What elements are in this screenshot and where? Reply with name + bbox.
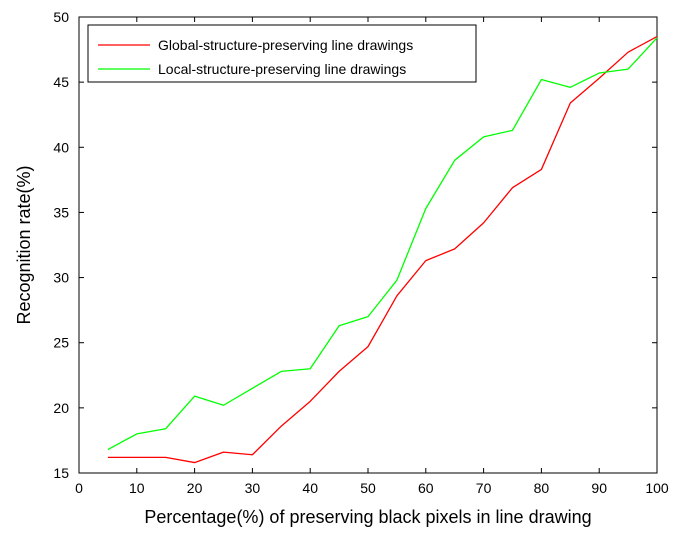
y-tick-label: 35	[53, 204, 69, 220]
x-tick-label: 30	[245, 480, 261, 496]
y-tick-label: 20	[53, 400, 69, 416]
y-tick-label: 15	[53, 465, 69, 481]
x-tick-label: 70	[476, 480, 492, 496]
y-tick-label: 40	[53, 139, 69, 155]
y-tick-label: 45	[53, 74, 69, 90]
ticks-layer: 0 10 20 30 40 50 60 70 80 90 100 15 20 25 30 35 40 45 50	[53, 9, 668, 496]
y-tick-label: 30	[53, 270, 69, 286]
x-tick-label: 40	[302, 480, 318, 496]
legend-box	[87, 24, 477, 83]
y-tick-label: 25	[53, 335, 69, 351]
y-tick-label: 50	[53, 9, 69, 25]
legend-label-local: Local-structure-preserving line drawings	[158, 61, 406, 77]
x-tick-label: 100	[645, 480, 669, 496]
x-tick-label: 20	[187, 480, 203, 496]
x-tick-label: 60	[418, 480, 434, 496]
x-tick-label: 0	[75, 480, 83, 496]
x-tick-label: 80	[534, 480, 550, 496]
legend-label-global: Global-structure-preserving line drawing…	[158, 37, 413, 53]
x-tick-label: 10	[129, 480, 145, 496]
x-tick-label: 90	[591, 480, 607, 496]
x-axis-title: Percentage(%) of preserving black pixels…	[144, 507, 591, 527]
legend: Global-structure-preserving line drawing…	[87, 24, 477, 83]
series-line-global	[107, 35, 658, 464]
series-line-local	[107, 37, 658, 451]
plot-area	[78, 16, 658, 474]
y-axis-title: Recognition rate(%)	[14, 165, 34, 324]
series-layer	[107, 35, 658, 464]
x-tick-label: 50	[360, 480, 376, 496]
